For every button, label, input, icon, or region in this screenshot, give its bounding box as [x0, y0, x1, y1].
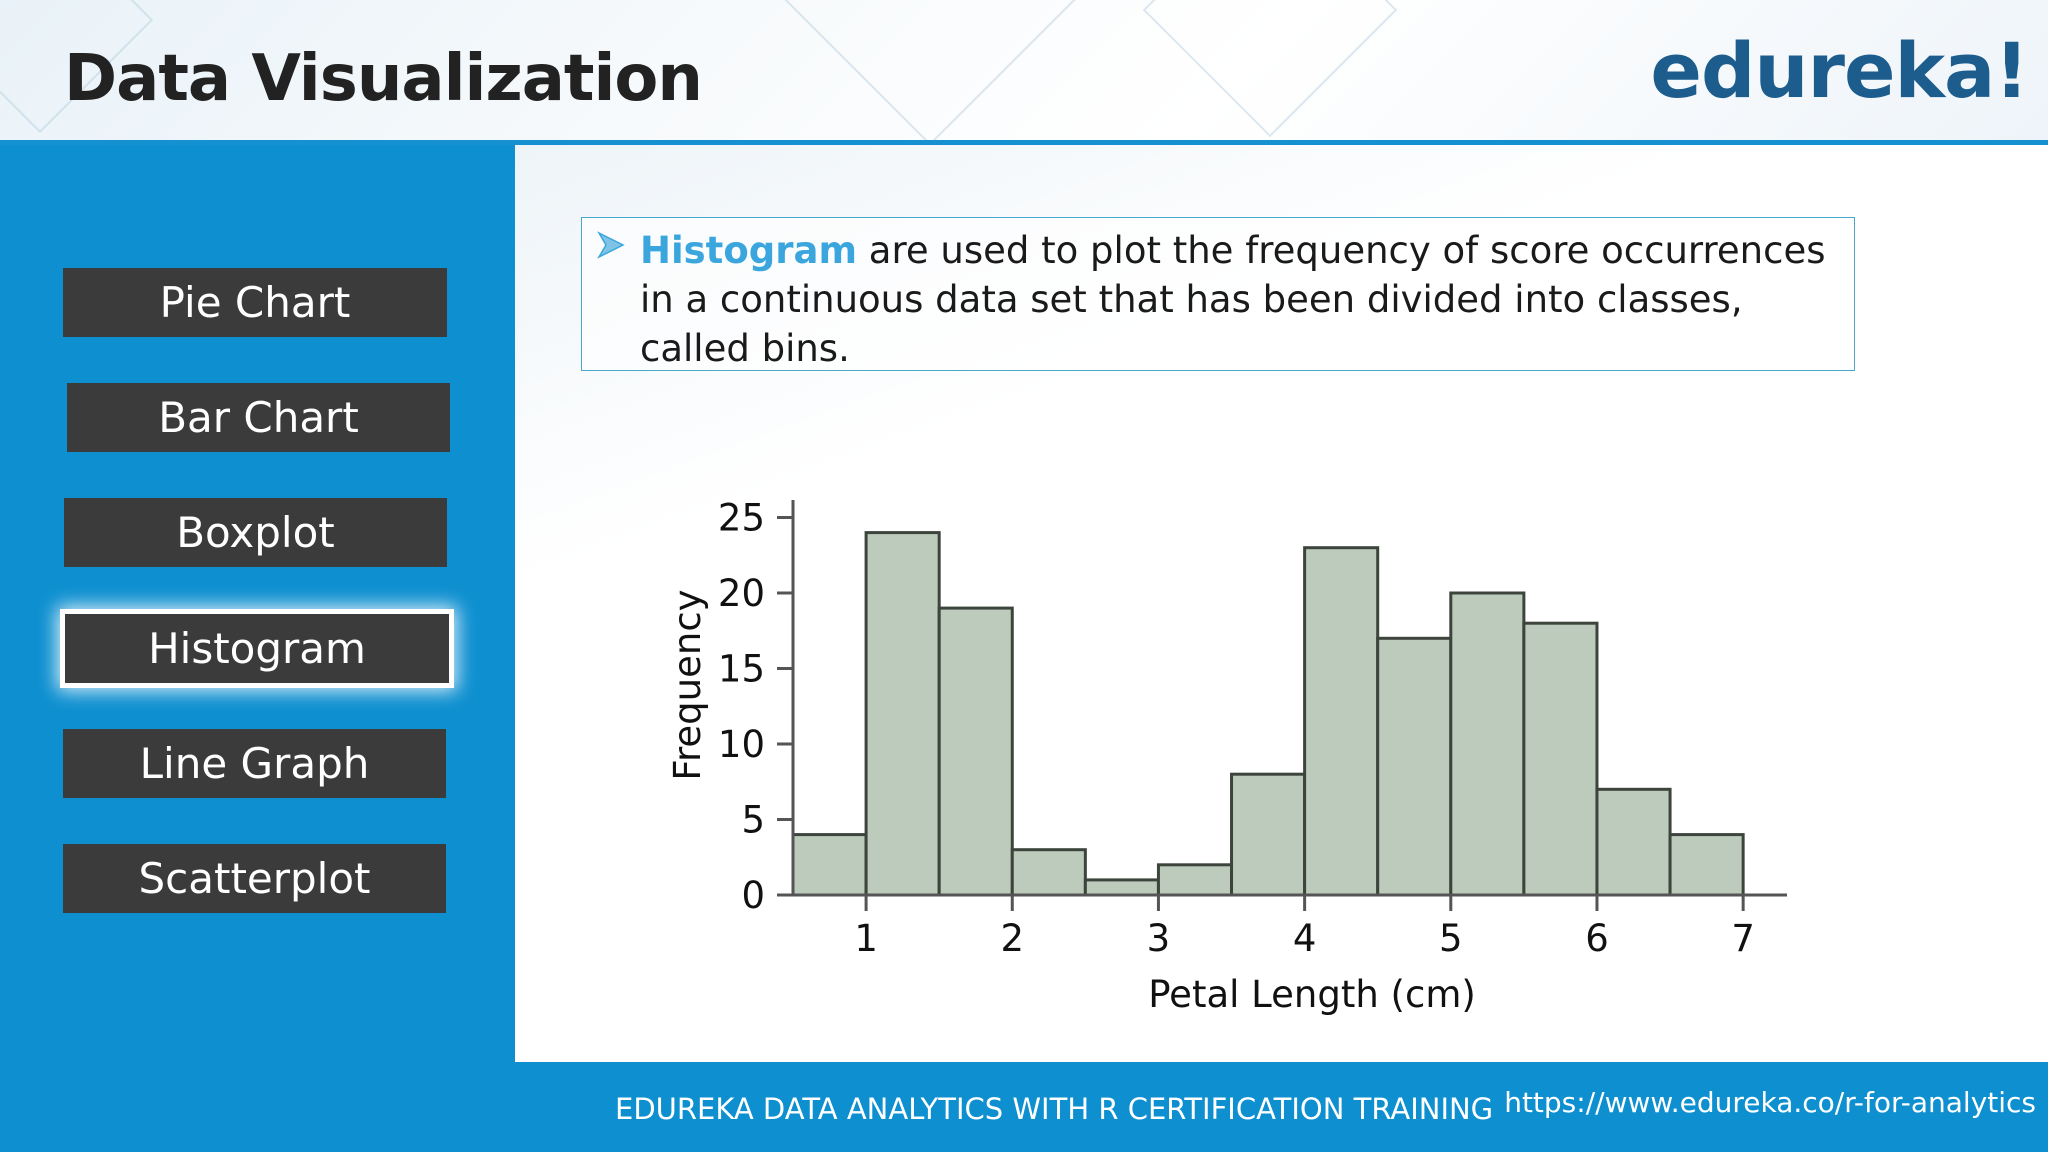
sidebar-item-scatterplot[interactable]: Scatterplot: [63, 844, 446, 913]
sidebar-item-histogram[interactable]: Histogram: [65, 614, 449, 683]
y-tick-label: 25: [718, 497, 765, 540]
header: Data Visualization edureka!: [0, 0, 2048, 140]
sidebar: Pie Chart Bar Chart Boxplot Histogram Li…: [0, 145, 515, 1062]
header-decoration: [1142, 0, 1398, 138]
sidebar-item-line-graph[interactable]: Line Graph: [63, 729, 446, 798]
x-tick-label: 1: [854, 917, 878, 960]
sidebar-item-pie-chart[interactable]: Pie Chart: [63, 268, 447, 337]
definition-term: Histogram: [640, 229, 858, 272]
histogram-bars: [791, 531, 1745, 897]
footer-course-title: EDUREKA DATA ANALYTICS WITH R CERTIFICAT…: [615, 1092, 1494, 1126]
footer-url-link[interactable]: https://www.edureka.co/r-for-analytics: [1504, 1086, 2036, 1119]
histogram-bar: [1668, 833, 1745, 897]
histogram-bar: [1156, 863, 1234, 897]
x-tick-label: 3: [1147, 917, 1171, 960]
page-title: Data Visualization: [64, 42, 703, 116]
definition-text: Histogram are used to plot the frequency…: [640, 226, 1830, 373]
sidebar-item-bar-chart[interactable]: Bar Chart: [67, 383, 450, 452]
histogram-bar: [1595, 787, 1672, 897]
histogram-bar: [1303, 546, 1380, 897]
y-tick-label: 0: [741, 874, 765, 917]
y-axis-label: Frequency: [666, 589, 709, 780]
y-tick-label: 10: [718, 723, 765, 766]
header-decoration: [774, 0, 1086, 140]
histogram-bar: [864, 531, 941, 897]
x-tick-label: 5: [1439, 917, 1463, 960]
arrow-bullet-icon: [597, 231, 625, 259]
histogram-bar: [1230, 772, 1307, 897]
histogram-bar: [1449, 591, 1526, 897]
histogram-bar: [1522, 621, 1599, 897]
histogram-chart: 0 5 10 15 20 25 1 2 3 4 5 6 7 Petal Length (cm) Freq…: [666, 497, 1787, 1016]
histogram-bar: [1083, 878, 1160, 897]
x-tick-label: 2: [1000, 917, 1024, 960]
histogram-bar: [791, 833, 868, 897]
histogram-bar: [1376, 636, 1453, 897]
x-tick-label: 6: [1585, 917, 1609, 960]
x-tick-label: 4: [1293, 917, 1317, 960]
y-tick-label: 15: [718, 648, 765, 691]
x-tick-label: 7: [1731, 917, 1755, 960]
histogram-bar: [1010, 848, 1087, 897]
chart-axes: 0 5 10 15 20 25 1 2 3 4 5 6 7: [718, 497, 1787, 960]
definition-body: are used to plot the frequency of score …: [640, 229, 1826, 370]
main-content: Histogram are used to plot the frequency…: [515, 145, 2048, 1062]
x-axis-label: Petal Length (cm): [1148, 973, 1476, 1016]
footer: EDUREKA DATA ANALYTICS WITH R CERTIFICAT…: [0, 1062, 2048, 1152]
header-divider: [0, 140, 2048, 145]
histogram-bar: [937, 606, 1014, 897]
y-tick-label: 20: [718, 572, 765, 615]
y-tick-label: 5: [741, 799, 765, 842]
edureka-logo[interactable]: edureka!: [1650, 26, 2029, 115]
definition-box: Histogram are used to plot the frequency…: [581, 217, 1855, 371]
sidebar-item-boxplot[interactable]: Boxplot: [64, 498, 447, 567]
